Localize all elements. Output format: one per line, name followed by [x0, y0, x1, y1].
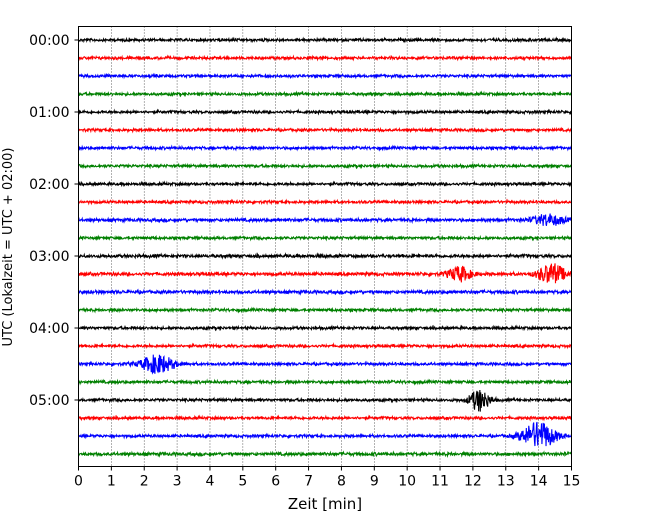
y-tick-label: 05:00 — [29, 393, 69, 409]
y-axis: 00:00 01:00 02:00 03:00 04:00 05:00 — [29, 33, 79, 409]
plot-frame — [78, 26, 572, 467]
x-tick-label: 6 — [271, 474, 280, 490]
trace-0415 — [78, 342, 573, 350]
trace-0215 — [77, 198, 572, 206]
trace-0345 — [78, 306, 572, 314]
x-axis-title: Zeit [min] — [288, 495, 362, 513]
trace-0045 — [78, 90, 572, 98]
x-tick-label: 5 — [238, 474, 247, 490]
trace-0200 — [78, 180, 573, 188]
x-tick-label: 15 — [563, 474, 581, 490]
y-tick-label: 00:00 — [29, 33, 69, 49]
trace-0445 — [78, 378, 573, 386]
x-axis: 0 1 2 3 4 5 6 7 8 9 10 11 12 13 14 15 — [74, 466, 581, 490]
trace-0145 — [77, 162, 573, 170]
trace-0230 — [78, 213, 572, 226]
trace-0030 — [78, 72, 573, 80]
trace-0545 — [77, 450, 573, 459]
x-tick-label: 12 — [464, 474, 482, 490]
trace-0245 — [77, 234, 573, 242]
y-tick-label: 01:00 — [29, 105, 69, 121]
trace-0315 — [77, 263, 572, 284]
trace-0530 — [78, 421, 573, 447]
x-tick-label: 4 — [206, 474, 215, 490]
trace-0400 — [77, 324, 572, 332]
y-tick-label: 02:00 — [29, 177, 69, 193]
y-tick-label: 03:00 — [29, 249, 69, 265]
trace-0430 — [78, 354, 572, 375]
trace-0500 — [77, 390, 573, 412]
x-tick-label: 10 — [398, 474, 416, 490]
trace-0100 — [78, 108, 572, 116]
y-axis-title: UTC (Lokalzeit = UTC + 02:00) — [1, 148, 16, 347]
trace-0300 — [78, 252, 573, 260]
x-tick-label: 13 — [497, 474, 515, 490]
x-tick-label: 9 — [370, 474, 379, 490]
x-tick-label: 1 — [107, 474, 116, 490]
traces — [77, 36, 573, 459]
trace-0130 — [78, 144, 572, 152]
grid — [111, 26, 539, 467]
trace-0115 — [77, 126, 572, 134]
x-tick-label: 14 — [530, 474, 548, 490]
x-tick-label: 2 — [140, 474, 149, 490]
trace-0330 — [77, 288, 573, 296]
x-tick-label: 11 — [431, 474, 449, 490]
x-tick-label: 3 — [173, 474, 182, 490]
trace-0515 — [77, 414, 573, 422]
trace-0000 — [77, 36, 573, 44]
x-tick-label: 7 — [304, 474, 313, 490]
x-tick-label: 8 — [337, 474, 346, 490]
x-tick-label: 0 — [74, 474, 83, 490]
trace-0015 — [77, 54, 572, 62]
y-tick-label: 04:00 — [29, 321, 69, 337]
